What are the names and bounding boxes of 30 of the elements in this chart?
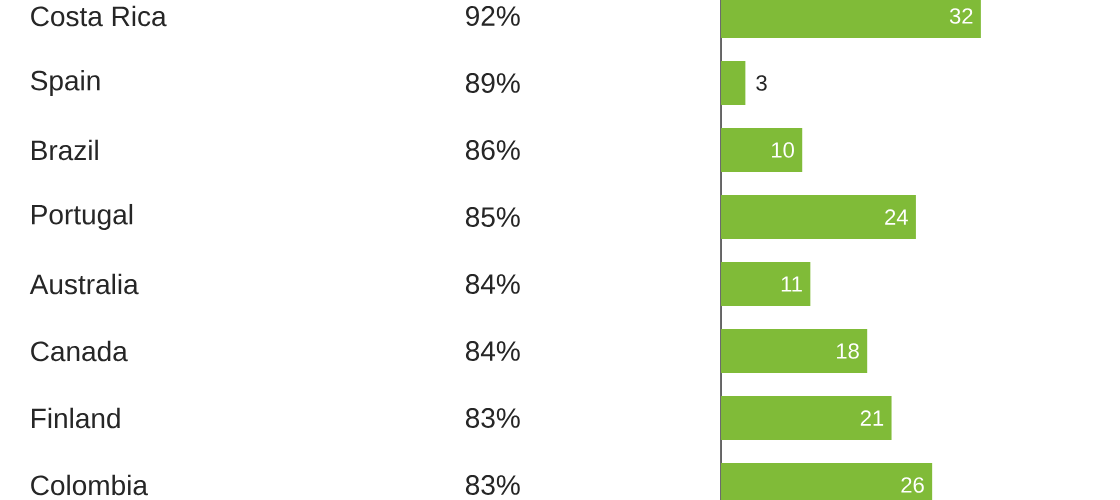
data-label: 32 bbox=[949, 8, 973, 24]
text: 89% bbox=[465, 73, 520, 93]
text: 84% bbox=[465, 341, 520, 361]
data-label: 24 bbox=[885, 209, 908, 225]
text: 85% bbox=[465, 207, 520, 227]
bar bbox=[721, 195, 916, 240]
y-tick-label: Canada bbox=[31, 340, 128, 362]
y-tick-label: Brazil bbox=[32, 139, 98, 161]
text: 84% bbox=[465, 274, 520, 294]
bar bbox=[721, 61, 746, 106]
bar bbox=[721, 396, 892, 441]
data-label: 18 bbox=[837, 343, 859, 359]
data-label: 10 bbox=[772, 142, 794, 158]
bar bbox=[721, 128, 803, 173]
text: 83% bbox=[465, 475, 520, 495]
text: 83% bbox=[465, 408, 520, 428]
data-label: 26 bbox=[901, 477, 924, 493]
bar bbox=[721, 329, 868, 374]
data-label: 3 bbox=[756, 75, 767, 91]
y-tick-label: Spain bbox=[30, 69, 100, 97]
text: 92% bbox=[466, 6, 520, 26]
text: 86% bbox=[465, 140, 520, 160]
y-tick-label: Colombia bbox=[31, 474, 148, 496]
y-tick-label: Australia bbox=[29, 273, 139, 295]
y-tick-label: Costa Rica bbox=[31, 5, 167, 27]
data-label: 21 bbox=[860, 410, 884, 426]
y-tick-label: Portugal bbox=[32, 203, 133, 231]
data-label: 11 bbox=[781, 276, 802, 292]
y-tick-label: Finland bbox=[32, 407, 120, 429]
bar bbox=[721, 262, 811, 307]
